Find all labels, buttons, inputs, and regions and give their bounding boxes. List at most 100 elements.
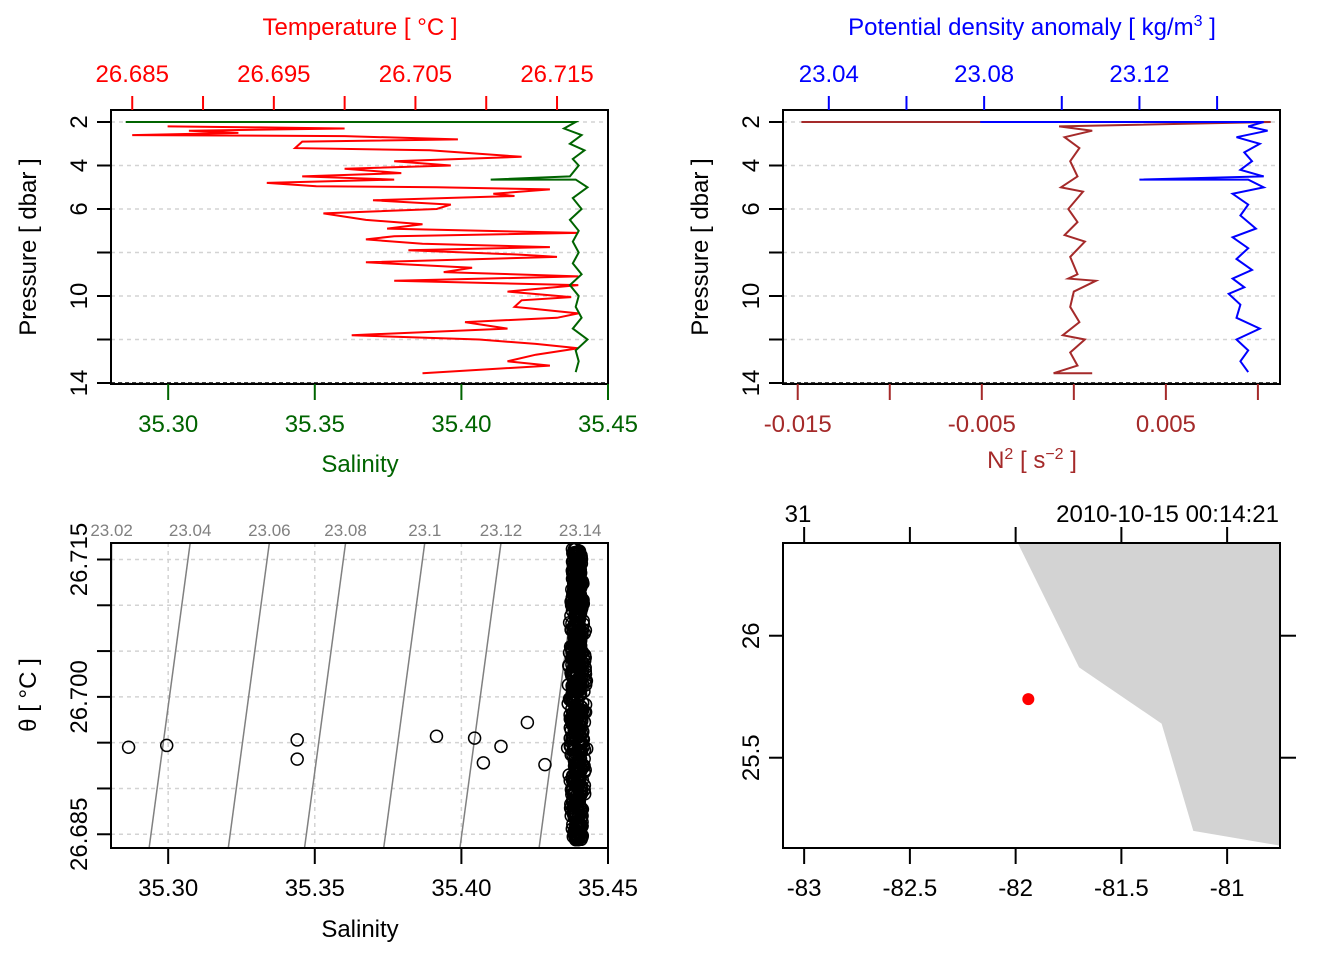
plot-frame bbox=[782, 109, 1281, 385]
y-tick-label: 2 bbox=[66, 115, 93, 128]
grid bbox=[111, 543, 609, 848]
left-axis: 2 4 6 10 14 bbox=[66, 115, 111, 396]
top-tick-label: 26.705 bbox=[379, 61, 452, 88]
y-tick-label: 6 bbox=[66, 202, 93, 215]
top-axis-title: Temperature [ °C ] bbox=[263, 14, 458, 41]
top-tick-label: 23.12 bbox=[1109, 61, 1169, 88]
bottom-tick-label: 0.005 bbox=[1136, 411, 1196, 438]
top-axis bbox=[803, 527, 1229, 543]
points-layer bbox=[121, 543, 594, 847]
isopycnal-line bbox=[382, 543, 426, 848]
data-point bbox=[578, 678, 593, 692]
data-point bbox=[563, 731, 577, 746]
plot-frame bbox=[782, 542, 1281, 849]
data-point bbox=[567, 671, 581, 686]
x-tick-label: 35.30 bbox=[138, 875, 198, 902]
station-marker[interactable] bbox=[1022, 693, 1035, 706]
data-point bbox=[159, 738, 174, 753]
n-label: N bbox=[987, 447, 1004, 474]
data-point bbox=[574, 579, 588, 594]
x-tick-label: 35.40 bbox=[431, 875, 491, 902]
top-tick-label: 23.08 bbox=[954, 61, 1014, 88]
x-tick-label: -81 bbox=[1210, 875, 1245, 902]
plot-frame bbox=[110, 542, 609, 849]
series-line-n2 bbox=[801, 121, 1271, 375]
data-point bbox=[575, 819, 589, 833]
grid bbox=[783, 121, 1280, 384]
y-tick-label: 25.5 bbox=[738, 734, 765, 781]
x-axis-title: Salinity bbox=[321, 916, 398, 943]
bottom-axis-title: N2 [ s−2 ] bbox=[987, 446, 1077, 474]
bottom-tick-label: 35.30 bbox=[138, 411, 198, 438]
top-axis: 23.04 23.08 23.12 bbox=[799, 61, 1219, 110]
bottom-axis: -83 -82.5 -82 -81.5 -81 bbox=[787, 848, 1245, 902]
bracket: ] bbox=[1203, 14, 1216, 41]
isopycnal-label: 23.04 bbox=[169, 521, 212, 540]
data-point bbox=[574, 744, 589, 758]
top-axis: 26.685 26.695 26.705 26.715 bbox=[96, 61, 594, 110]
plot-frame bbox=[110, 109, 609, 385]
data-point bbox=[569, 706, 583, 721]
data-point bbox=[290, 752, 304, 766]
y-tick-label: 26.700 bbox=[66, 660, 93, 733]
data-point bbox=[520, 715, 535, 730]
land-polygon bbox=[1017, 543, 1280, 846]
data-point bbox=[571, 633, 586, 648]
data-point bbox=[571, 650, 585, 664]
series-line-potential-density-anomaly bbox=[980, 121, 1268, 373]
data-point bbox=[565, 616, 579, 631]
station-id-label: 31 bbox=[785, 501, 812, 528]
bottom-tick-label: 35.35 bbox=[285, 411, 345, 438]
data-point bbox=[569, 565, 584, 580]
data-point bbox=[567, 753, 582, 768]
bottom-tick-label: -0.005 bbox=[948, 411, 1016, 438]
top-tick-label: 26.715 bbox=[520, 61, 593, 88]
isopycnal-labels: 23.02 23.04 23.06 23.08 23.1 23.12 23.14 bbox=[90, 521, 601, 540]
data-point bbox=[576, 725, 590, 739]
isopycnal-line bbox=[148, 543, 191, 848]
units-open: [ s bbox=[1013, 447, 1045, 474]
y-tick-label: 14 bbox=[66, 370, 93, 397]
y-tick-label: 4 bbox=[66, 159, 93, 172]
data-point bbox=[576, 596, 591, 611]
data-point bbox=[578, 660, 592, 675]
data-point bbox=[290, 733, 304, 747]
isopycnal-label: 23.12 bbox=[480, 521, 523, 540]
data-point bbox=[569, 612, 583, 626]
panel-ts-profile: 26.685 26.695 26.705 26.715 35.30 35.35 35.40… bbox=[15, 14, 638, 478]
data-point bbox=[570, 762, 585, 776]
data-point bbox=[568, 629, 582, 643]
bottom-tick-label: 35.40 bbox=[431, 411, 491, 438]
data-point bbox=[577, 684, 591, 699]
data-point bbox=[121, 740, 136, 754]
superscript: 3 bbox=[1194, 13, 1203, 30]
data-point bbox=[566, 748, 580, 762]
left-axis: 2 4 6 10 14 bbox=[738, 115, 783, 396]
y-tick-label: 26 bbox=[738, 622, 765, 649]
data-point bbox=[575, 664, 590, 679]
x-tick-label: 35.45 bbox=[578, 875, 638, 902]
data-point bbox=[575, 773, 590, 787]
top-tick-label: 26.685 bbox=[96, 61, 169, 88]
superscript: 2 bbox=[1004, 446, 1013, 463]
data-point bbox=[564, 642, 579, 656]
y-tick-label: 2 bbox=[738, 115, 765, 128]
isopycnal-label: 23.02 bbox=[90, 521, 133, 540]
isopycnal-line bbox=[459, 543, 502, 848]
isopycnal-line bbox=[227, 543, 271, 848]
bottom-tick-label: -0.015 bbox=[764, 411, 832, 438]
data-point bbox=[573, 771, 587, 786]
isopycnal-lines bbox=[111, 543, 581, 848]
isopycnal-label: 23.14 bbox=[559, 521, 602, 540]
y-tick-label: 14 bbox=[738, 370, 765, 397]
x-tick-label: 35.35 bbox=[285, 875, 345, 902]
data-point bbox=[494, 739, 508, 754]
density-label: Potential density anomaly [ kg/m bbox=[848, 14, 1194, 41]
isopycnal-label: 23.1 bbox=[408, 521, 441, 540]
bottom-axis: 35.30 35.35 35.40 35.45 bbox=[138, 848, 638, 902]
data-point bbox=[476, 756, 491, 770]
isopycnal-line bbox=[303, 543, 347, 848]
isopycnal-label: 23.08 bbox=[324, 521, 367, 540]
data-point bbox=[570, 697, 584, 712]
